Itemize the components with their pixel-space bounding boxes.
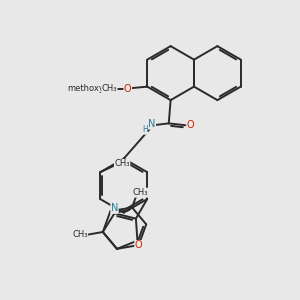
Text: CH₃: CH₃ (72, 230, 88, 239)
Text: H: H (142, 125, 148, 134)
Text: CH₃: CH₃ (132, 188, 148, 197)
Text: O: O (135, 241, 142, 250)
Text: CH₃: CH₃ (114, 159, 130, 168)
Text: methoxy: methoxy (68, 84, 104, 93)
Text: CH₃: CH₃ (102, 84, 117, 93)
Text: N: N (148, 119, 156, 129)
Text: N: N (111, 203, 118, 213)
Text: O: O (124, 83, 132, 94)
Text: O: O (187, 120, 194, 130)
